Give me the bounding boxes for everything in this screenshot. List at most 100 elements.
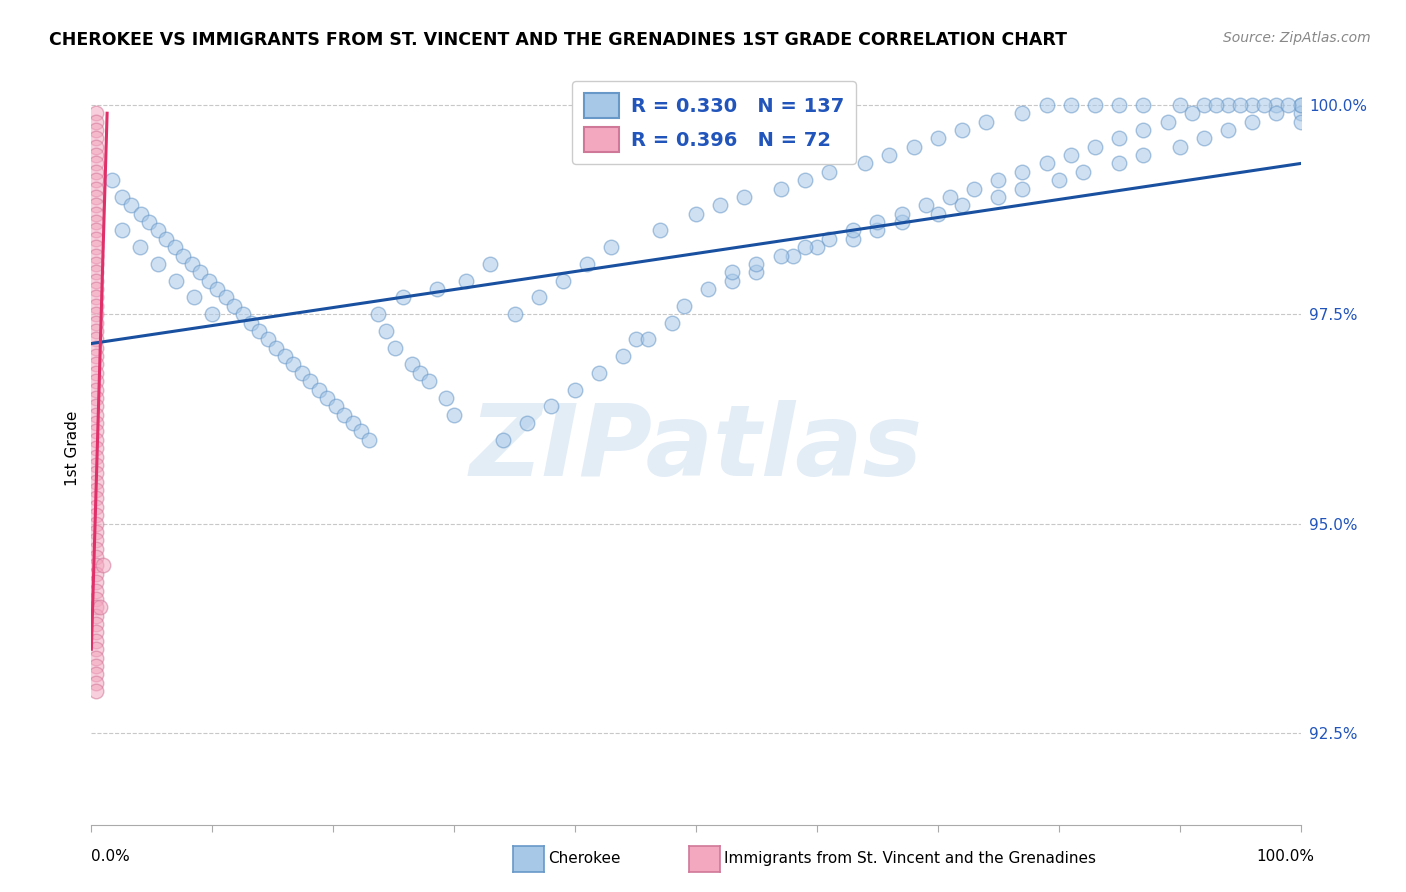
Point xyxy=(903,140,925,154)
Point xyxy=(84,282,107,296)
Point xyxy=(853,156,876,170)
Point xyxy=(84,307,107,321)
Point xyxy=(146,223,169,237)
Point xyxy=(84,123,107,137)
Point xyxy=(733,190,755,204)
Point xyxy=(84,391,107,405)
Point xyxy=(84,366,107,380)
Point xyxy=(84,173,107,187)
Point xyxy=(222,299,245,313)
Point xyxy=(84,232,107,246)
Point xyxy=(1289,114,1312,128)
Point xyxy=(350,425,373,439)
Point xyxy=(84,114,107,128)
Point xyxy=(927,207,949,221)
Point xyxy=(661,316,683,330)
Point xyxy=(375,324,398,338)
Point xyxy=(1289,98,1312,112)
Point xyxy=(308,383,330,397)
Point xyxy=(84,600,107,615)
Point xyxy=(1047,173,1070,187)
Point xyxy=(709,198,731,212)
Point xyxy=(333,408,356,422)
Point xyxy=(359,433,381,447)
Point xyxy=(479,257,502,271)
Point xyxy=(165,274,187,288)
Point xyxy=(418,374,440,388)
Point xyxy=(1168,98,1191,112)
Y-axis label: 1st Grade: 1st Grade xyxy=(65,410,80,486)
Point xyxy=(84,249,107,263)
Point xyxy=(325,400,347,414)
Point xyxy=(274,349,297,363)
Text: 100.0%: 100.0% xyxy=(1257,849,1315,863)
Point xyxy=(1156,114,1178,128)
Point xyxy=(1132,98,1154,112)
Point xyxy=(299,374,322,388)
Point xyxy=(283,358,305,372)
Point xyxy=(818,165,841,179)
Point xyxy=(806,240,828,254)
Point xyxy=(745,265,768,279)
Point xyxy=(491,433,513,447)
Point xyxy=(257,332,280,346)
Point xyxy=(1181,106,1204,120)
Point xyxy=(516,416,538,430)
Point xyxy=(84,442,107,456)
Point xyxy=(426,282,449,296)
Point xyxy=(401,358,423,372)
Point xyxy=(111,223,132,237)
Point xyxy=(1265,106,1288,120)
Point xyxy=(84,341,107,355)
Point xyxy=(503,307,526,321)
Point xyxy=(84,131,107,145)
Point xyxy=(84,425,107,439)
Point xyxy=(84,467,107,481)
Point xyxy=(84,207,107,221)
Point xyxy=(84,633,107,648)
Point xyxy=(987,173,1010,187)
Point xyxy=(84,533,107,548)
Text: 0.0%: 0.0% xyxy=(91,849,131,863)
Point xyxy=(84,675,107,690)
Point xyxy=(214,291,236,305)
Text: Source: ZipAtlas.com: Source: ZipAtlas.com xyxy=(1223,31,1371,45)
Point xyxy=(84,617,107,632)
Point xyxy=(84,156,107,170)
Point xyxy=(576,257,599,271)
Point xyxy=(443,408,465,422)
Point xyxy=(1265,98,1288,112)
Point xyxy=(84,524,107,539)
Point xyxy=(84,198,107,212)
Point xyxy=(1216,123,1239,137)
Point xyxy=(291,366,314,380)
Point xyxy=(1035,98,1057,112)
Point xyxy=(188,265,211,279)
Point xyxy=(1084,140,1107,154)
Point xyxy=(1011,165,1033,179)
Point xyxy=(84,500,107,514)
Point xyxy=(974,114,997,128)
Point xyxy=(527,291,550,305)
Text: CHEROKEE VS IMMIGRANTS FROM ST. VINCENT AND THE GRENADINES 1ST GRADE CORRELATION: CHEROKEE VS IMMIGRANTS FROM ST. VINCENT … xyxy=(49,31,1067,49)
Point xyxy=(793,173,815,187)
Point xyxy=(84,274,107,288)
Point xyxy=(1060,148,1083,162)
Point xyxy=(409,366,432,380)
Point xyxy=(1289,106,1312,120)
Point xyxy=(249,324,271,338)
Point xyxy=(89,600,111,615)
Point xyxy=(721,265,744,279)
Point xyxy=(84,316,107,330)
Point xyxy=(84,148,107,162)
Point xyxy=(866,223,889,237)
Point xyxy=(1132,148,1154,162)
Point xyxy=(84,349,107,363)
Point xyxy=(101,173,124,187)
Point xyxy=(146,257,169,271)
Point xyxy=(84,324,107,338)
Point xyxy=(612,349,634,363)
Text: Immigrants from St. Vincent and the Grenadines: Immigrants from St. Vincent and the Gren… xyxy=(724,852,1097,866)
Point xyxy=(84,550,107,565)
Point xyxy=(721,274,744,288)
